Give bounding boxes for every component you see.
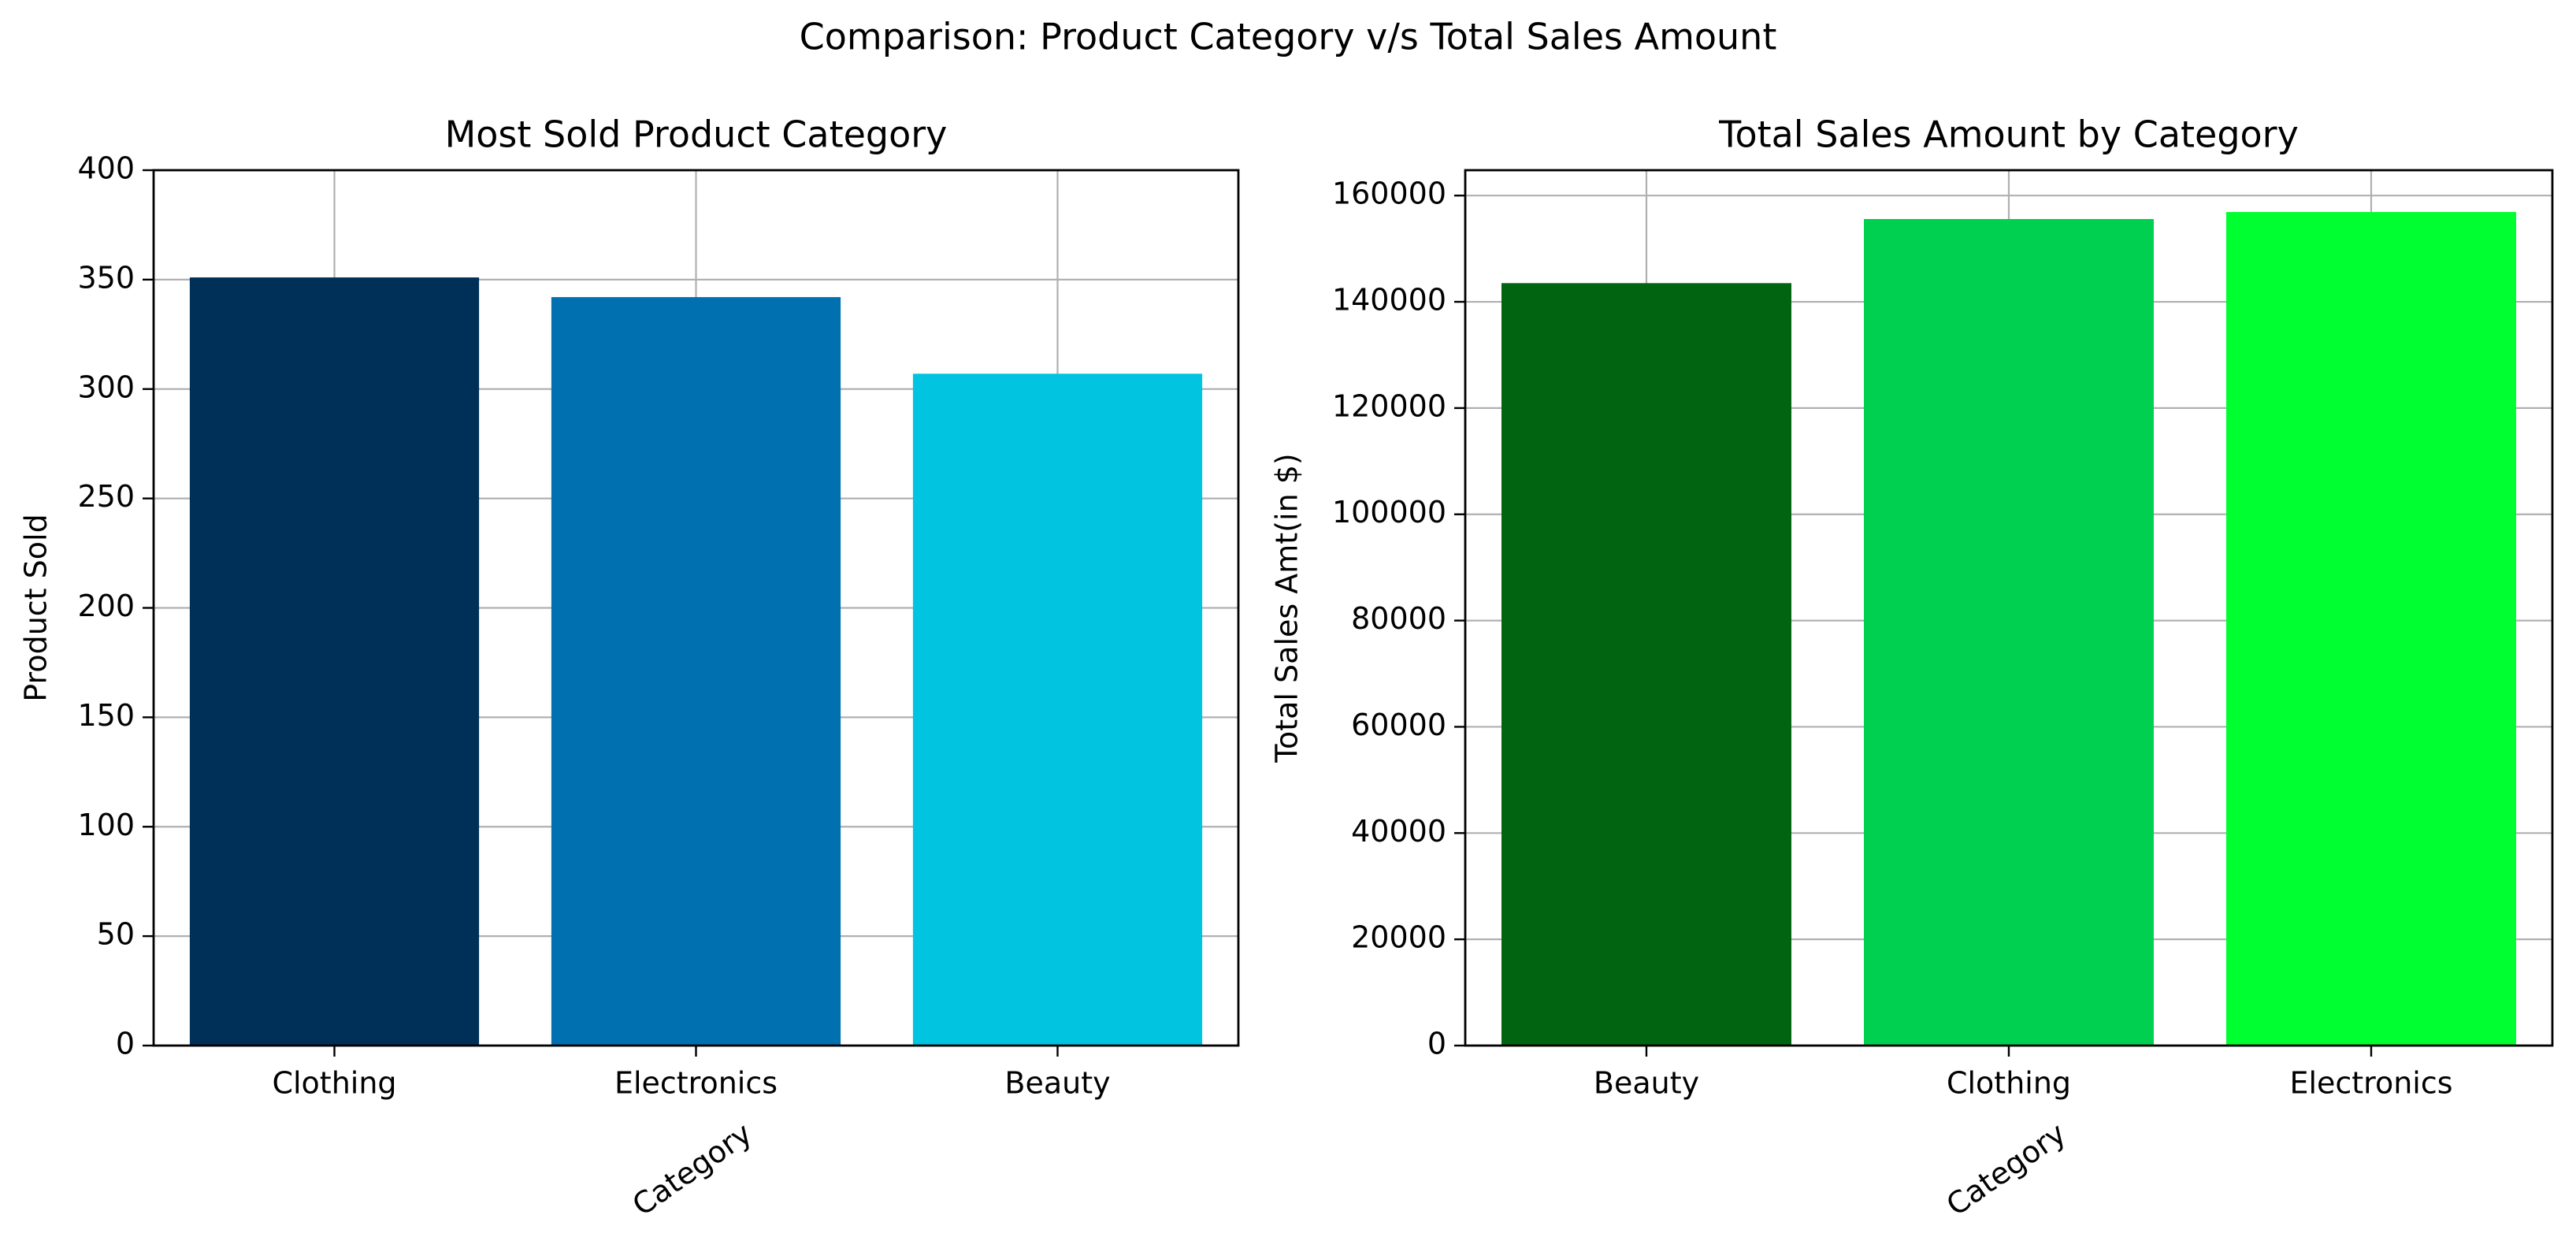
y-tick-label: 0 <box>116 1027 135 1061</box>
x-tick-label: Beauty <box>1004 1066 1110 1101</box>
y-tick-label: 100000 <box>1332 495 1446 529</box>
y-tick-label: 400 <box>77 151 135 186</box>
bar-beauty <box>1501 283 1791 1046</box>
bar-electronics <box>2226 212 2516 1046</box>
bar-beauty <box>912 373 1203 1046</box>
x-tick-label: Clothing <box>1947 1066 2071 1101</box>
y-tick-label: 100 <box>77 808 135 842</box>
y-tick-label: 160000 <box>1332 176 1446 211</box>
chart-title: Total Sales Amount by Category <box>1718 113 2299 156</box>
y-tick-label: 150 <box>77 698 135 733</box>
chart-most-sold: 0 50 100 150 200 250 300 350 400 Clothing Electron… <box>19 113 1240 1223</box>
y-tick-label: 300 <box>77 370 135 404</box>
y-tick-label: 80000 <box>1351 601 1446 636</box>
y-tick-label: 20000 <box>1351 920 1446 955</box>
y-axis-label: Total Sales Amt(in $) <box>1270 453 1305 763</box>
x-tick-label: Electronics <box>614 1066 778 1101</box>
y-tick-label: 120000 <box>1332 388 1446 423</box>
y-axis-label: Product Sold <box>19 514 54 701</box>
bar-electronics <box>551 297 841 1046</box>
y-tick-label: 350 <box>77 260 135 295</box>
figure-title: Comparison: Product Category v/s Total S… <box>800 16 1777 58</box>
y-tick-label: 0 <box>1427 1027 1446 1061</box>
bar-clothing <box>189 277 480 1046</box>
bar-clothing <box>1864 218 2154 1046</box>
x-tick-label: Beauty <box>1594 1066 1699 1101</box>
chart-title: Most Sold Product Category <box>445 113 948 156</box>
x-tick-label: Electronics <box>2289 1066 2452 1101</box>
y-tick-label: 40000 <box>1351 814 1446 849</box>
y-tick-label: 60000 <box>1351 708 1446 742</box>
x-tick-label: Clothing <box>272 1066 396 1101</box>
x-axis-label: Category <box>626 1116 758 1223</box>
x-axis-label: Category <box>1940 1116 2072 1223</box>
y-tick-label: 250 <box>77 479 135 514</box>
y-tick-label: 140000 <box>1332 283 1446 318</box>
y-tick-label: 200 <box>77 589 135 623</box>
y-tick-label: 50 <box>97 917 135 952</box>
chart-total-sales: 0 20000 40000 60000 80000 100000 120000 140000 1… <box>1270 113 2554 1223</box>
